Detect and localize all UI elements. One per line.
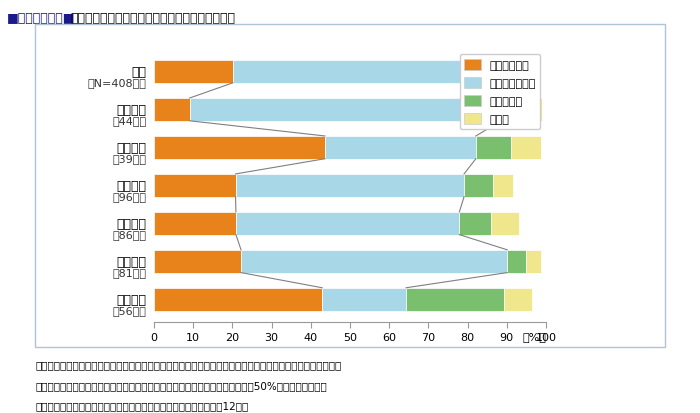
Bar bbox=[476, 137, 511, 159]
Text: 安中地区: 安中地区 bbox=[116, 293, 146, 306]
Bar bbox=[526, 250, 541, 273]
Text: （N=408人）: （N=408人） bbox=[88, 78, 146, 88]
Text: 杉谷地区: 杉谷地区 bbox=[116, 142, 146, 154]
Text: 森岳地区: 森岳地区 bbox=[116, 179, 146, 192]
Text: （%）: （%） bbox=[522, 332, 546, 342]
Text: ともに，自分の地区が避難危険地区に含まれていると認識している人は，50%を下回っている。: ともに，自分の地区が避難危険地区に含まれていると認識している人は，50%を下回っ… bbox=[35, 380, 327, 390]
Text: 三会地区: 三会地区 bbox=[116, 104, 146, 116]
Bar bbox=[325, 137, 476, 159]
Text: ■図３－６－５■: ■図３－６－５■ bbox=[7, 12, 76, 25]
Text: 出典：雲仙火山災害における防災対策と復旧対策（高橋和雄　平成12年）: 出典：雲仙火山災害における防災対策と復旧対策（高橋和雄 平成12年） bbox=[35, 401, 248, 411]
Legend: 含まれている, 含まれていない, わからない, 無回答: 含まれている, 含まれていない, わからない, 無回答 bbox=[460, 55, 540, 130]
Text: （86人）: （86人） bbox=[112, 229, 146, 239]
Text: （96人）: （96人） bbox=[112, 192, 146, 202]
Bar bbox=[459, 212, 491, 235]
Bar bbox=[233, 61, 478, 83]
Bar bbox=[154, 61, 233, 83]
Bar bbox=[491, 212, 519, 235]
Bar bbox=[190, 99, 501, 121]
Bar bbox=[406, 288, 504, 311]
Bar bbox=[493, 174, 513, 197]
Text: （44人）: （44人） bbox=[112, 116, 146, 126]
Bar bbox=[154, 288, 322, 311]
Bar bbox=[478, 61, 518, 83]
Text: 霊丘地区: 霊丘地区 bbox=[116, 217, 146, 230]
Text: （81人）: （81人） bbox=[112, 267, 146, 277]
Bar bbox=[154, 137, 325, 159]
Bar bbox=[533, 99, 542, 121]
Bar bbox=[508, 250, 526, 273]
Text: （39人）: （39人） bbox=[112, 154, 146, 164]
Bar bbox=[518, 61, 538, 83]
Bar bbox=[154, 99, 190, 121]
Bar bbox=[241, 250, 508, 273]
Bar bbox=[154, 212, 236, 235]
Text: （注）図の地区のうち，土石流の避難危険地区に指定されているのは，「杉谷地区」と「安中地区」である。: （注）図の地区のうち，土石流の避難危険地区に指定されているのは，「杉谷地区」と「… bbox=[35, 359, 342, 369]
Bar bbox=[511, 137, 541, 159]
Bar bbox=[322, 288, 406, 311]
Bar bbox=[501, 99, 533, 121]
Bar bbox=[154, 250, 241, 273]
Text: （56人）: （56人） bbox=[112, 305, 146, 315]
Bar bbox=[235, 174, 464, 197]
Text: 住民の土石流に対する避難危険地区の把握状況: 住民の土石流に対する避難危険地区の把握状況 bbox=[70, 12, 235, 25]
Bar bbox=[464, 174, 493, 197]
Bar bbox=[154, 174, 235, 197]
Bar bbox=[504, 288, 532, 311]
Text: 全体: 全体 bbox=[131, 66, 146, 79]
Bar bbox=[236, 212, 459, 235]
Text: 白山地区: 白山地区 bbox=[116, 255, 146, 268]
